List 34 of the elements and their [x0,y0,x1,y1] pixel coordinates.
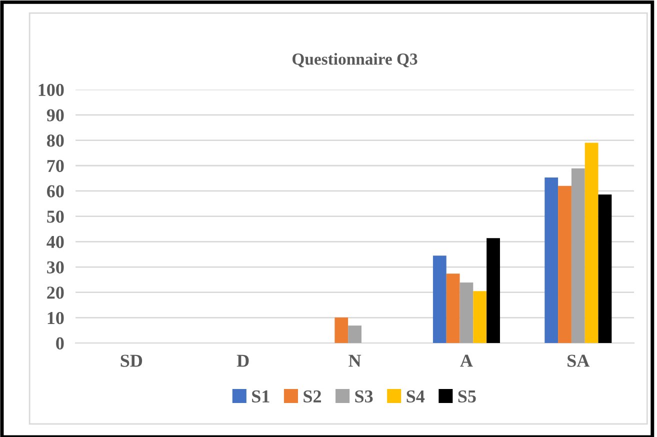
legend-label: S1 [252,390,270,403]
bar [348,326,362,344]
y-tick-label: 10 [48,312,64,324]
y-tick-label: 0 [56,337,64,350]
bar [473,291,487,344]
bar [446,274,460,344]
legend-label: S5 [458,390,476,403]
y-tick-label: 50 [47,210,64,223]
y-tick-label: 60 [47,185,64,198]
chart-title: Questionnaire Q3 [292,53,418,68]
bar [584,142,598,344]
bar [460,282,474,344]
x-tick-label: D [236,354,249,367]
y-tick-label: 90 [46,109,64,122]
bar [598,194,612,344]
x-tick-label: SA [568,354,590,367]
y-tick-label: 20 [47,286,64,299]
y-tick-label: 40 [46,236,64,248]
y-tick-label: 80 [46,134,64,147]
bar [571,168,585,344]
legend-label: S3 [355,390,373,403]
bar [558,186,572,344]
y-tick-label: 100 [38,84,64,96]
bar [334,317,348,344]
y-tick-label: 30 [47,261,64,274]
legend-label: S2 [304,390,321,403]
x-tick-label: SD [120,354,142,367]
bar [544,178,558,344]
y-tick-label: 70 [47,160,64,172]
bar [486,238,500,344]
legend-label: S4 [406,390,425,403]
bar [432,256,446,344]
x-tick-label: N [348,354,362,367]
x-tick-label: A [460,354,473,367]
